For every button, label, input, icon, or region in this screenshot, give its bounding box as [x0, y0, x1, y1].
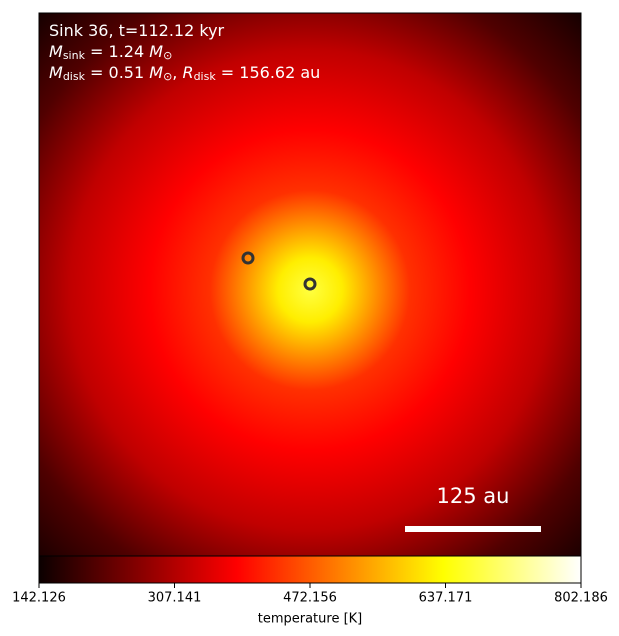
annotation-part: disk [63, 70, 86, 83]
annotation-part: sink [63, 49, 86, 62]
colorbar-tick-label: 307.141 [148, 591, 202, 606]
annotation-part: = 0.51 [85, 63, 149, 82]
annotation: Mdisk = 0.51 M⊙, Rdisk = 156.62 au [49, 63, 320, 84]
annotation-part: ⊙ [163, 49, 172, 62]
annotation-part: Sink 36, t=112.12 kyr [49, 21, 225, 40]
annotation-part: R [182, 63, 193, 82]
annotation: Sink 36, t=112.12 kyr [49, 21, 225, 40]
colorbar-tick-label: 142.126 [12, 591, 66, 606]
scale-bar-label: 125 au [437, 484, 510, 508]
annotation-part: M [149, 42, 163, 61]
annotation-part: M [49, 42, 63, 61]
colorbar-tick-label: 637.171 [419, 591, 473, 606]
temperature-map [38, 12, 582, 557]
sink-marker [241, 251, 255, 265]
colorbar [38, 555, 582, 584]
annotation: Msink = 1.24 M⊙ [49, 42, 172, 63]
sink-marker [303, 277, 317, 291]
annotation-part: , [172, 63, 182, 82]
colorbar-label: temperature [K] [258, 612, 363, 627]
annotation-part: M [149, 63, 163, 82]
colorbar-tick-label: 802.186 [554, 591, 608, 606]
annotation-part: = 1.24 [85, 42, 149, 61]
colorbar-tick-label: 472.156 [283, 591, 337, 606]
annotation-part: M [49, 63, 63, 82]
annotation-part: ⊙ [163, 70, 172, 83]
annotation-part: = 156.62 au [216, 63, 321, 82]
annotation-part: disk [194, 70, 217, 83]
